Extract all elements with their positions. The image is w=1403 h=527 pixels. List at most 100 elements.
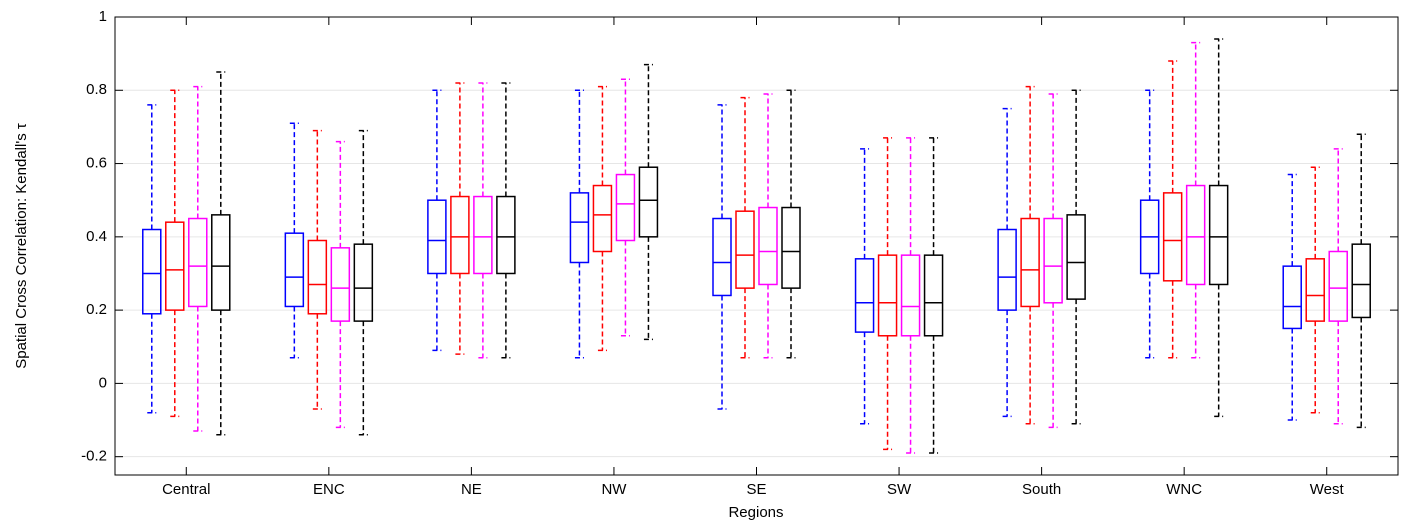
box [854,258,875,333]
x-tick-label: ENC [313,481,345,498]
y-tick-label: 0.2 [86,301,107,318]
box [900,254,921,337]
whisker-high [906,137,916,256]
whisker-low [597,251,607,352]
box [142,228,162,315]
box [638,166,659,238]
box [1328,250,1348,322]
whisker-low [216,310,226,436]
x-tick-label: SE [746,481,766,498]
box [569,192,590,264]
whisker-low [289,306,299,359]
box [781,206,801,289]
box [330,247,351,322]
x-tick-label: South [1022,481,1061,498]
box [188,217,208,308]
box [1351,243,1371,319]
box [712,217,732,297]
whisker-high [312,129,322,241]
box [592,184,613,253]
whisker-low [929,335,939,454]
whisker-low [786,288,796,359]
x-axis-label: Regions [728,504,783,521]
box [450,195,470,275]
whisker-low [312,313,322,410]
whisker-low [906,335,916,454]
whisker-high [1191,41,1201,186]
box [1282,265,1302,330]
whisker-low [193,306,203,432]
whisker-high [1168,60,1178,193]
box [735,210,755,289]
box [307,239,328,315]
whisker-high [335,140,345,248]
whisker-high [929,137,939,256]
whisker-high [1356,133,1366,245]
whisker-low [1333,321,1343,425]
box [615,173,636,242]
whisker-high [358,129,368,245]
whisker-high [574,89,584,193]
box [1208,184,1229,286]
y-tick-label: 0.8 [86,81,107,98]
whisker-high [501,82,511,197]
whisker-high [1071,89,1081,215]
whisker-low [358,321,368,436]
whisker-low [1191,284,1201,359]
y-tick-label: 0.4 [86,228,107,245]
whisker-low [1287,328,1297,421]
whisker-high [1214,38,1224,186]
x-tick-label: Central [162,481,210,498]
plot-frame [114,16,1399,476]
whisker-low [740,288,750,359]
whisker-low [1214,284,1224,418]
whisker-low [1168,280,1178,359]
whisker-low [170,310,180,418]
whisker-high [1048,93,1058,219]
whisker-high [763,93,773,208]
whisker-high [1002,107,1012,230]
whisker-high [478,82,488,197]
whisker-high [193,85,203,219]
whisker-high [1145,89,1155,201]
box [353,243,374,322]
whisker-high [289,122,299,234]
whisker-high [216,71,226,215]
whisker-low [717,295,727,410]
box [758,206,778,286]
whisker-high [1025,85,1035,219]
whisker-high [170,89,180,223]
whisker-low [1071,299,1081,425]
whisker-low [1002,310,1012,418]
whisker-high [620,78,630,175]
box [923,254,944,337]
x-tick-label: West [1310,481,1345,498]
y-axis-label: Spatial Cross Correlation: Kendall's τ [13,123,30,369]
whisker-low [455,273,465,355]
whisker-low [1025,306,1035,425]
whisker-high [147,104,157,230]
box [473,195,493,275]
x-tick-label: NW [601,481,627,498]
whisker-high [1310,166,1320,259]
y-tick-label: 0.6 [86,155,107,172]
x-tick-label: SW [887,481,912,498]
whisker-high [455,82,465,197]
box [1043,217,1063,304]
whisker-high [643,63,653,168]
box [1185,184,1206,286]
whisker-low [335,321,345,429]
whisker-high [432,89,442,201]
whisker-high [597,85,607,186]
box [284,232,305,308]
box [427,199,447,275]
box [496,195,516,275]
whisker-low [501,273,511,359]
whisker-low [574,262,584,359]
whisker-low [1048,302,1058,429]
whisker-low [432,273,442,352]
whisker-high [717,104,727,219]
x-tick-label: NE [461,481,482,498]
whisker-low [1356,317,1366,429]
